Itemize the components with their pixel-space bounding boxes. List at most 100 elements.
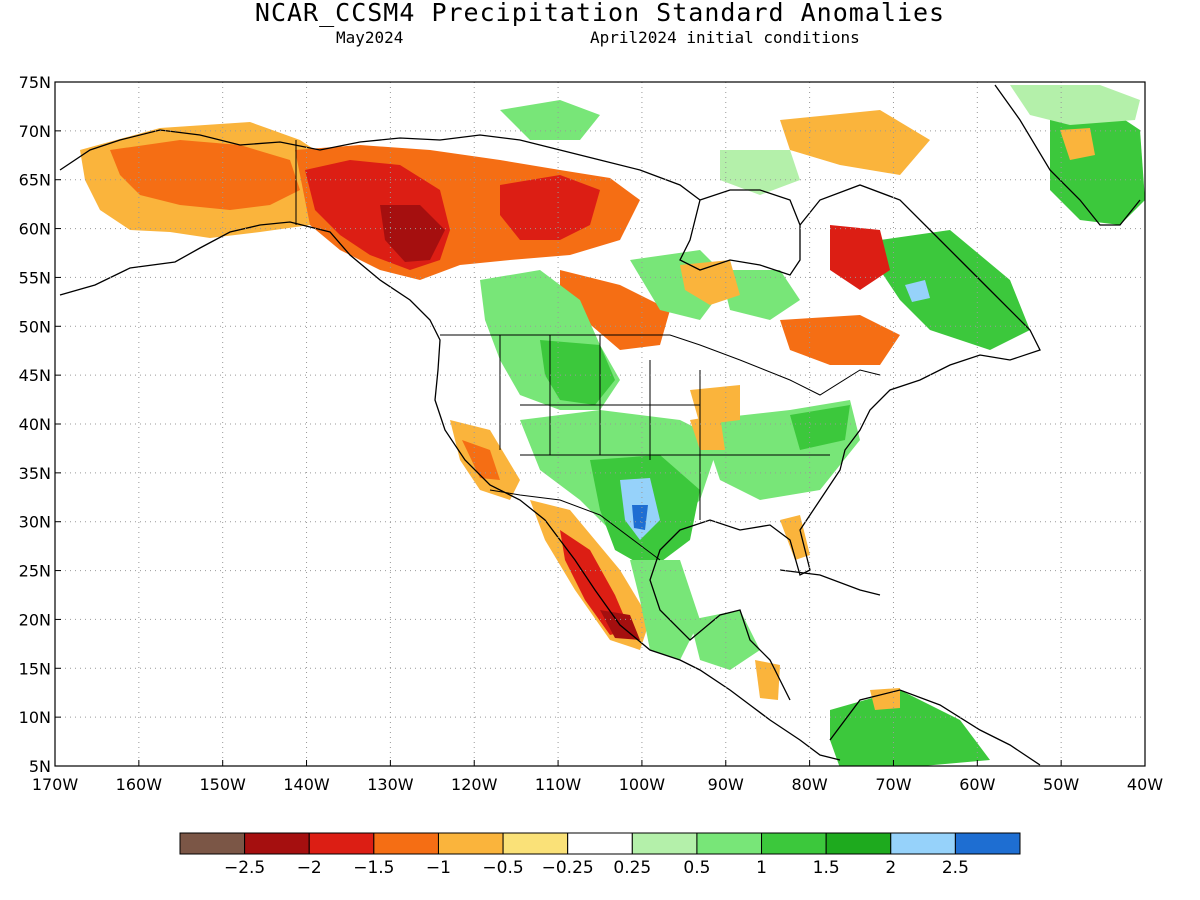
colorbar-label: −1.5 xyxy=(353,858,394,878)
coast-labrador xyxy=(649,184,1041,701)
anomaly-region-midwest-dry xyxy=(690,385,740,425)
lat-tick-label: 40N xyxy=(19,415,51,434)
lat-tick-label: 70N xyxy=(19,122,51,141)
colorbar-label: 0.5 xyxy=(683,858,710,878)
colorbar-swatch xyxy=(373,832,439,855)
lon-tick-label: 50W xyxy=(1043,775,1079,794)
anomaly-region-hudson-east xyxy=(720,270,800,320)
lon-tick-label: 140W xyxy=(283,775,330,794)
political-boundaries xyxy=(295,140,881,561)
lat-tick-label: 25N xyxy=(19,562,51,581)
anomaly-region-montana xyxy=(540,340,615,405)
anomaly-region-venezuela xyxy=(870,688,900,710)
lon-tick-label: 70W xyxy=(875,775,911,794)
colorbar-swatch xyxy=(437,832,504,855)
colorbar-swatch xyxy=(502,832,569,855)
anomaly-region-west-mexico-core xyxy=(560,530,630,635)
colorbar-label: −1 xyxy=(426,858,451,878)
colorbar-label: −0.5 xyxy=(482,858,523,878)
anomaly-region-greenland-east xyxy=(1050,110,1145,225)
anomaly-region-prairie-north xyxy=(560,270,670,350)
anomaly-region-mid-atlantic xyxy=(790,405,850,450)
forecast-month: May2024 xyxy=(336,28,404,47)
initial-conditions: April2024 initial conditions xyxy=(590,28,860,47)
anomaly-field xyxy=(80,85,1145,766)
anomaly-region-yucatan-dry xyxy=(755,660,780,700)
colorbar: −2.5 −2 −1.5 −1 −0.5 −0.25 0.25 0.5 1 1.5 2 2.5 xyxy=(179,832,1021,878)
colorbar-swatch xyxy=(631,832,698,855)
anomaly-region-quebec xyxy=(880,230,1030,350)
colorbar-label: 1.5 xyxy=(813,858,840,878)
lon-tick-label: 40W xyxy=(1127,775,1163,794)
colorbar-label: 2.5 xyxy=(942,858,969,878)
lat-tick-label: 5N xyxy=(29,757,51,776)
coastlines xyxy=(59,84,1141,766)
lat-tick-label: 30N xyxy=(19,513,51,532)
anomaly-region-greenland-light xyxy=(1010,85,1140,125)
lon-tick-label: 170W xyxy=(32,775,79,794)
anomaly-region-arctic-east xyxy=(780,110,930,175)
lon-tick-label: 80W xyxy=(792,775,828,794)
lat-tick-label: 15N xyxy=(19,659,51,678)
map-title: NCAR_CCSM4 Precipitation Standard Anomal… xyxy=(254,0,946,27)
border-state-lines xyxy=(499,335,830,520)
colorbar-swatch xyxy=(244,832,310,855)
colorbar-swatch xyxy=(696,832,763,855)
coast-cuba xyxy=(779,569,881,596)
lat-tick-label: 35N xyxy=(19,464,51,483)
lon-tick-label: 100W xyxy=(619,775,666,794)
anomaly-region-texas-peak xyxy=(632,505,648,530)
anomaly-region-labrador-light xyxy=(905,280,930,302)
coast-south-america xyxy=(829,689,1041,766)
anomaly-region-greenland-dry xyxy=(1060,128,1095,160)
lon-tick-label: 110W xyxy=(535,775,582,794)
coast-hudson-bay xyxy=(679,189,801,276)
lat-tick-label: 10N xyxy=(19,708,51,727)
anomaly-region-hudson-dry xyxy=(680,260,740,305)
lat-tick-label: 75N xyxy=(19,73,51,92)
lat-tick-label: 65N xyxy=(19,171,51,190)
anomaly-region-nwt xyxy=(500,175,600,240)
anomaly-region-east-mexico xyxy=(630,560,700,660)
anomaly-region-tn-dry xyxy=(690,415,725,450)
lon-tick-label: 90W xyxy=(708,775,744,794)
lat-tick-label: 55N xyxy=(19,268,51,287)
colorbar-swatch xyxy=(567,832,633,855)
anomaly-region-ontario-south xyxy=(780,315,900,365)
lon-tick-label: 130W xyxy=(367,775,414,794)
lat-tick-label: 45N xyxy=(19,366,51,385)
colorbar-swatch xyxy=(954,832,1021,855)
lat-tick-label: 20N xyxy=(19,610,51,629)
anomaly-region-labrador xyxy=(830,225,890,290)
lon-tick-label: 160W xyxy=(116,775,163,794)
coast-greenland xyxy=(994,84,1141,226)
colorbar-label: 1 xyxy=(756,858,767,878)
colorbar-swatch xyxy=(825,832,892,855)
border-us-canada xyxy=(440,334,881,396)
lon-tick-label: 150W xyxy=(200,775,247,794)
colorbar-swatch xyxy=(179,832,246,855)
anomaly-region-alaska-inner xyxy=(110,140,300,210)
lon-tick-label: 60W xyxy=(959,775,995,794)
colorbar-label: −0.25 xyxy=(542,858,594,878)
anomaly-region-baffin xyxy=(720,150,800,195)
anomaly-region-yukon-deep xyxy=(380,205,445,262)
anomaly-region-california-core xyxy=(462,440,500,480)
colorbar-label: −2 xyxy=(297,858,322,878)
lat-tick-label: 60N xyxy=(19,220,51,239)
colorbar-swatch xyxy=(890,832,956,855)
latitude-axis: 75N 70N 65N 60N 55N 50N 45N 40N 35N 30N 25N 20N 15N 1… xyxy=(19,73,61,776)
anomaly-region-arctic xyxy=(500,100,600,140)
coast-alaska xyxy=(59,221,841,761)
colorbar-swatch xyxy=(761,832,827,855)
lon-tick-label: 120W xyxy=(451,775,498,794)
colorbar-label: −2.5 xyxy=(224,858,265,878)
gridlines xyxy=(55,82,1145,766)
colorbar-label: 2 xyxy=(885,858,896,878)
anomaly-region-south-america xyxy=(830,690,990,766)
border-us-mexico xyxy=(489,489,661,561)
longitude-axis: 170W 160W 150W 140W 130W 120W 110W 100W 90W 80W 70… xyxy=(32,760,1163,794)
colorbar-swatch xyxy=(308,832,375,855)
coast-arctic xyxy=(59,129,701,201)
